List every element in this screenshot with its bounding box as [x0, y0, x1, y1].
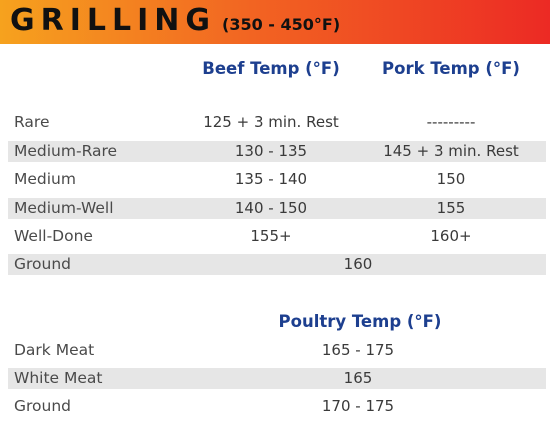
- beef-temp-header: Beef Temp (°F): [202, 59, 340, 78]
- row-label: Ground: [14, 397, 72, 415]
- combined-value: 160: [343, 255, 373, 273]
- table-row-white-meat: White Meat 165: [8, 368, 546, 389]
- pork-value: 155: [436, 199, 466, 217]
- table-row-well-done: Well-Done 155+ 160+: [8, 226, 546, 247]
- pork-value: ---------: [426, 113, 476, 131]
- row-label: Rare: [14, 113, 50, 131]
- beef-value: 140 - 150: [234, 199, 308, 217]
- page-title: GRILLING (350 - 450°F): [10, 1, 340, 45]
- row-label: White Meat: [14, 369, 103, 387]
- beef-value: 125 + 3 min. Rest: [203, 113, 339, 131]
- pork-value: 145 + 3 min. Rest: [383, 142, 519, 160]
- row-label: Medium-Rare: [14, 142, 118, 160]
- beef-value: 135 - 140: [234, 170, 308, 188]
- row-label: Ground: [14, 255, 72, 273]
- table-row-medium: Medium 135 - 140 150: [8, 169, 546, 190]
- pork-value: 150: [436, 170, 466, 188]
- poultry-value: 165: [343, 369, 373, 387]
- pork-value: 160+: [430, 227, 472, 245]
- title-banner: GRILLING (350 - 450°F): [0, 0, 550, 44]
- beef-value: 155+: [250, 227, 292, 245]
- banner-title-text: GRILLING: [10, 3, 217, 38]
- row-label: Dark Meat: [14, 341, 95, 359]
- poultry-value: 170 - 175: [321, 397, 395, 415]
- table-row-ground-poultry: Ground 170 - 175: [8, 396, 546, 417]
- row-label: Medium: [14, 170, 76, 188]
- table-row-dark-meat: Dark Meat 165 - 175: [8, 340, 546, 361]
- row-label: Well-Done: [14, 227, 93, 245]
- table-row-medium-rare: Medium-Rare 130 - 135 145 + 3 min. Rest: [8, 141, 546, 162]
- temperature-range: (350 - 450°F): [222, 15, 341, 34]
- table-row-ground-meat: Ground 160: [8, 254, 546, 275]
- pork-temp-header: Pork Temp (°F): [382, 59, 520, 78]
- poultry-value: 165 - 175: [321, 341, 395, 359]
- poultry-temp-header: Poultry Temp (°F): [278, 312, 442, 331]
- table-row-medium-well: Medium-Well 140 - 150 155: [8, 198, 546, 219]
- table-row-rare: Rare 125 + 3 min. Rest ---------: [8, 112, 546, 133]
- row-label: Medium-Well: [14, 199, 114, 217]
- beef-value: 130 - 135: [234, 142, 308, 160]
